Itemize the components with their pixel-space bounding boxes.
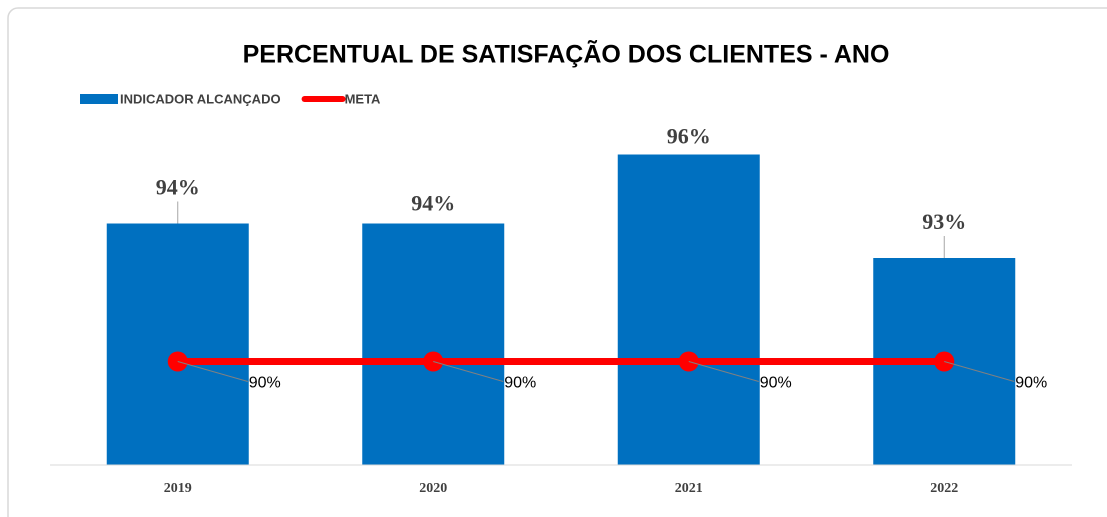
data-label: 90%: [1015, 375, 1047, 392]
card: [7, 7, 1107, 517]
data-label: 90%: [249, 375, 281, 392]
x-tick-label: 2021: [675, 481, 703, 496]
leader-line: [433, 361, 504, 382]
bar: [617, 154, 760, 465]
data-label: 90%: [760, 375, 792, 392]
data-label: 96%: [667, 124, 711, 149]
data-label: 93%: [922, 209, 966, 234]
data-label: 94%: [411, 191, 455, 216]
leader-line: [688, 361, 759, 382]
legend-label: META: [345, 91, 381, 106]
data-label: 90%: [504, 375, 536, 392]
legend-swatch: [80, 94, 118, 104]
bar: [362, 223, 505, 465]
x-tick-label: 2019: [164, 481, 192, 496]
leader-line: [944, 361, 1015, 382]
leader-line: [177, 361, 248, 382]
legend-label: INDICADOR ALCANÇADO: [120, 91, 281, 106]
chart-title: PERCENTUAL DE SATISFAÇÃO DOS CLIENTES - …: [243, 39, 890, 69]
x-tick-label: 2022: [930, 481, 958, 496]
bar: [106, 223, 249, 465]
x-tick-label: 2020: [419, 481, 447, 496]
data-label: 94%: [156, 175, 200, 200]
